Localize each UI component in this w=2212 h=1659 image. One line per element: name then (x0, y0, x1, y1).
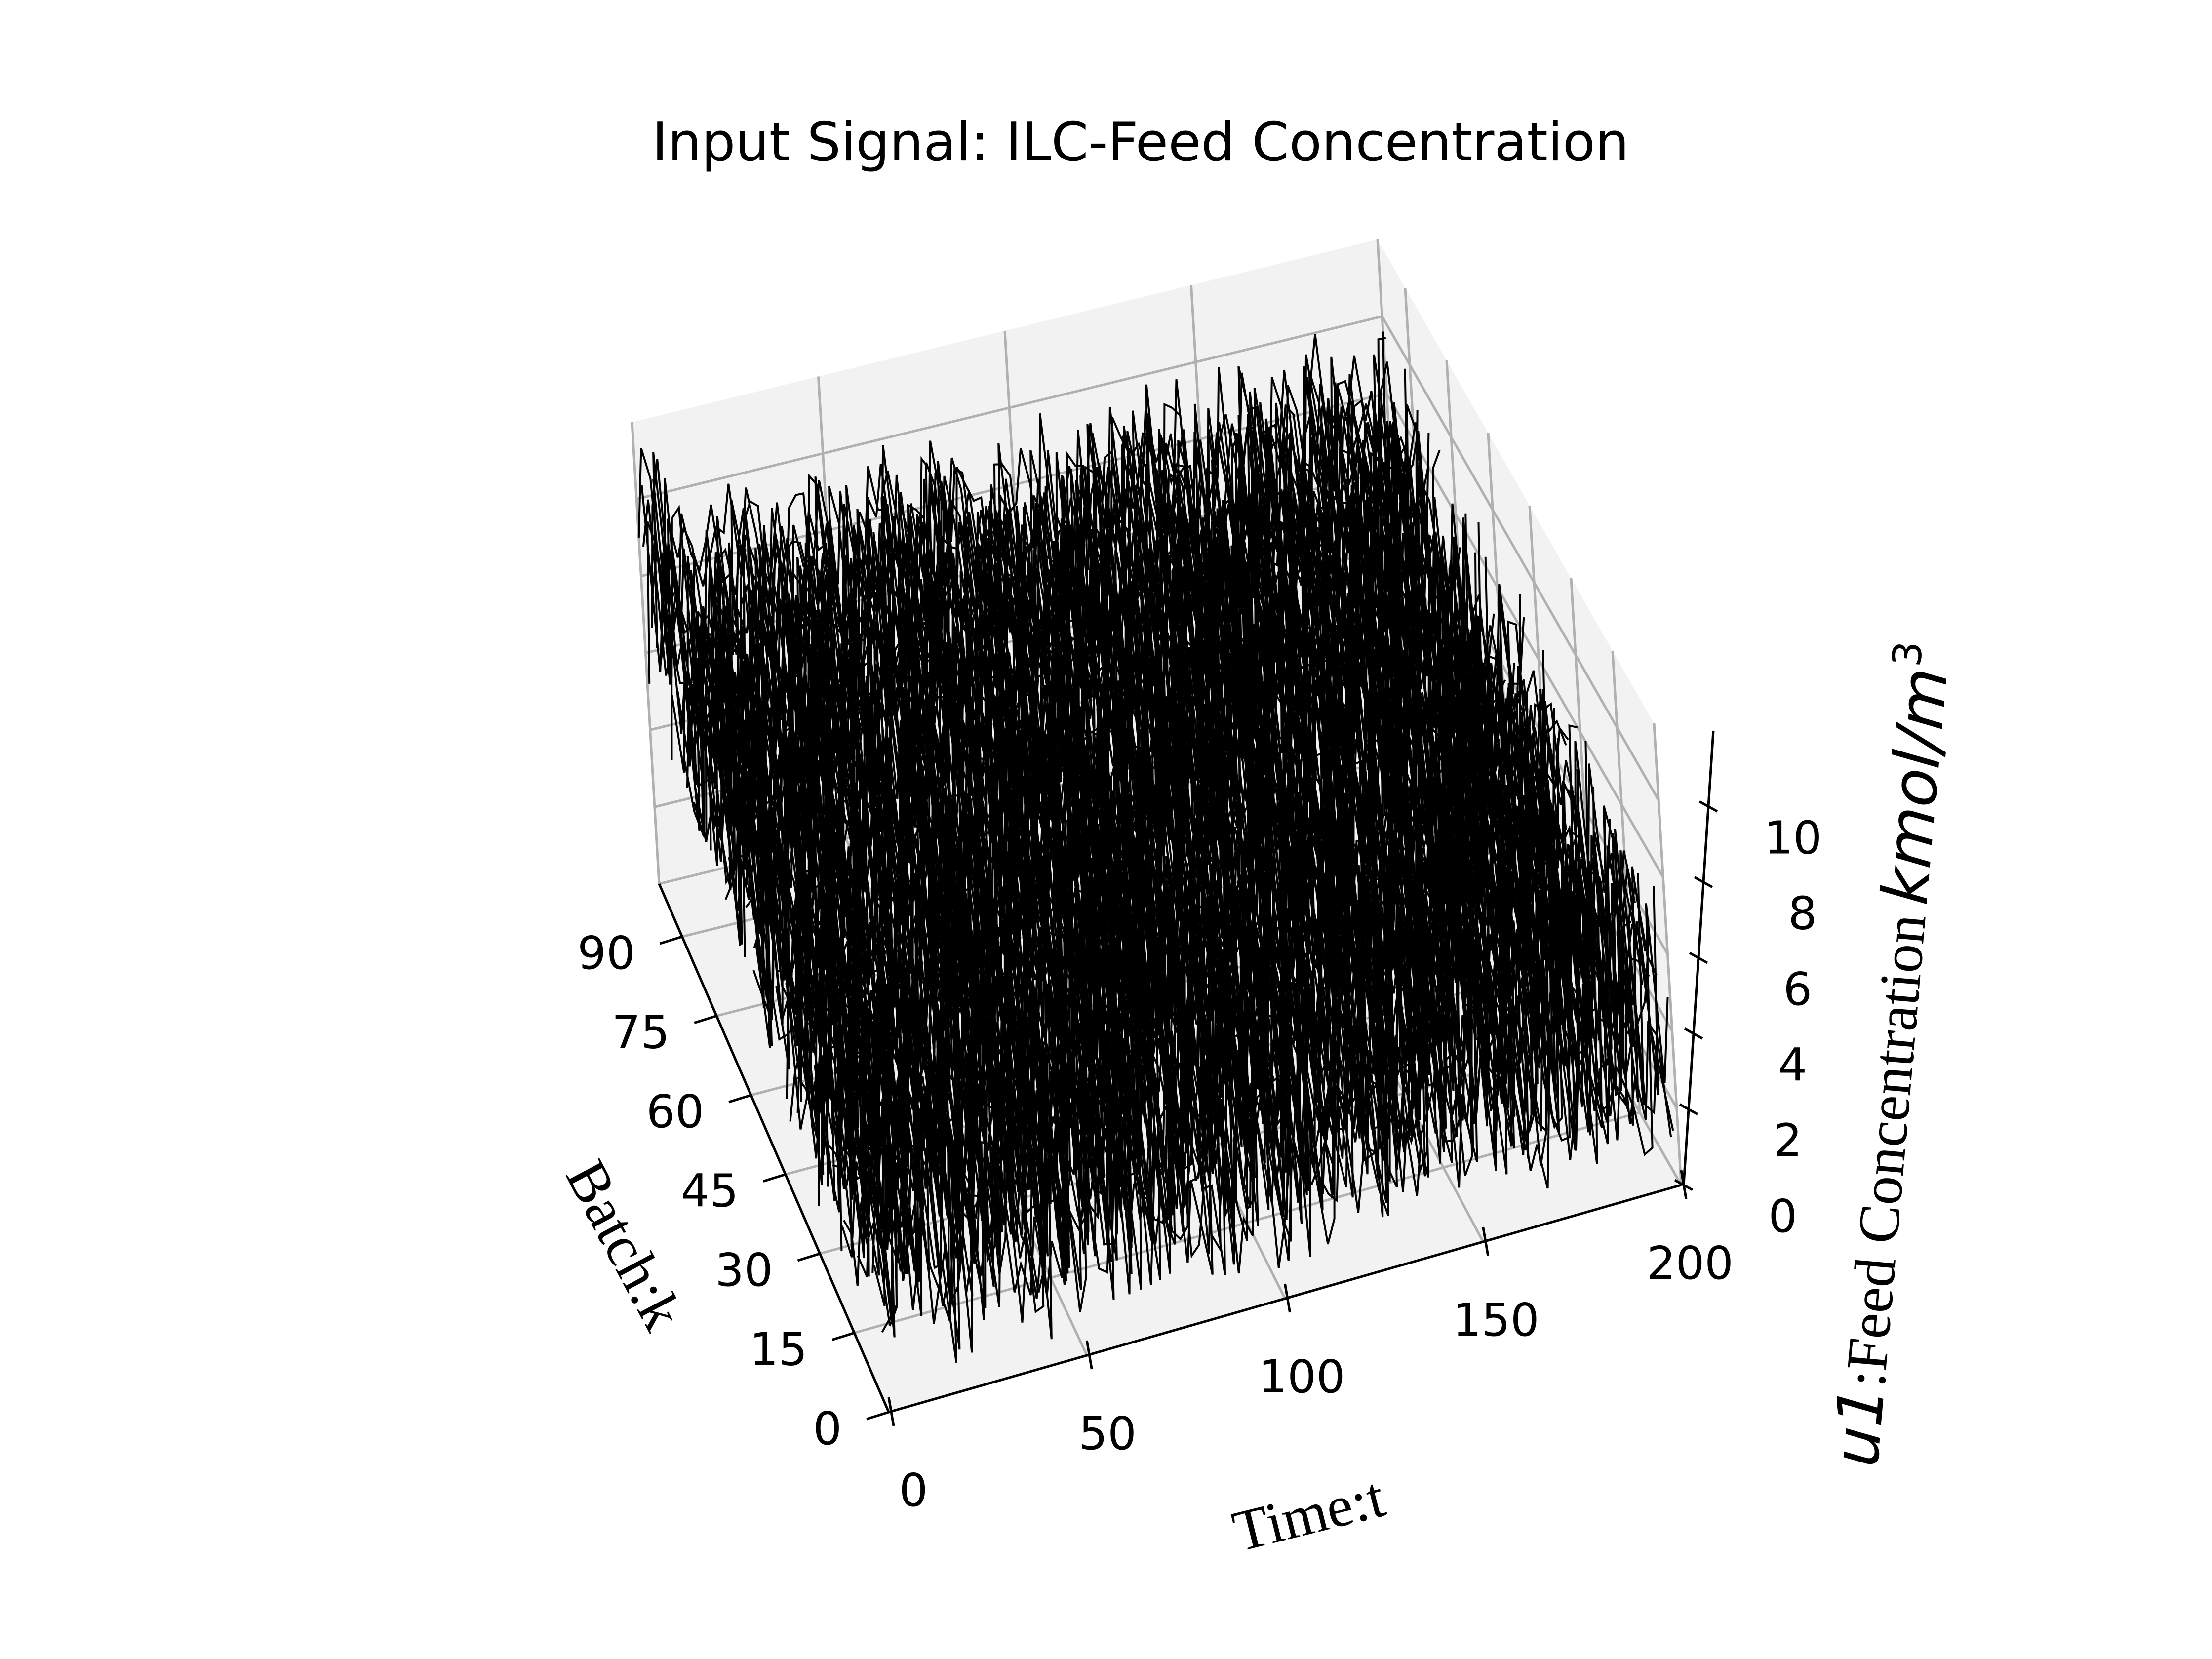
series-line-batch-5 (863, 885, 1658, 1327)
z-tick (1698, 800, 1718, 813)
x-tick-label: 100 (1259, 1350, 1345, 1403)
y-tick-label: 30 (715, 1244, 773, 1297)
z-tick (1674, 1179, 1694, 1191)
series-line-batch-3 (873, 908, 1672, 1350)
chart-title: Input Signal: ILC-Feed Concentration (652, 112, 1629, 173)
y-axis-line (658, 883, 890, 1413)
y-tick-label: 15 (750, 1323, 807, 1376)
z-axis-label-superscript: 3 (1884, 639, 1932, 669)
y-tick (866, 1411, 889, 1421)
x-tick (887, 1397, 895, 1426)
y-tick-label: 75 (612, 1006, 670, 1059)
z-axis-label-unit: kmol/m (1868, 665, 1962, 908)
series-line-batch-1 (881, 903, 1669, 1363)
z-tick (1694, 876, 1713, 888)
z-tick (1684, 1027, 1703, 1040)
z-axis-label: u1:Feed Concentrationkmol/m3 (1814, 639, 1965, 1470)
z-tick (1679, 1103, 1698, 1115)
y-tick (797, 1252, 821, 1262)
y-tick (694, 1015, 717, 1024)
z-tick-label: 10 (1764, 811, 1822, 864)
y-tick (728, 1094, 751, 1104)
y-tick (831, 1332, 855, 1341)
y-axis-label: Batch:k (553, 1150, 696, 1341)
y-tick-label: 0 (813, 1402, 842, 1455)
series-line-batch-54 (753, 598, 1524, 1021)
x-tick (1085, 1340, 1093, 1370)
z-tick-label: 0 (1768, 1190, 1797, 1243)
z-tick-label: 6 (1783, 963, 1812, 1016)
y-tick-label: 45 (681, 1165, 739, 1218)
z-axis-label-main: u1 (1819, 1383, 1899, 1470)
x-tick-label: 50 (1079, 1407, 1137, 1460)
y-tick-label: 90 (577, 927, 635, 980)
z-tick (1689, 951, 1708, 964)
x-tick (1284, 1283, 1291, 1313)
y-tick-label: 60 (646, 1085, 704, 1138)
y-tick (659, 935, 683, 945)
z-tick-label: 8 (1788, 887, 1817, 940)
y-tick (763, 1173, 786, 1183)
x-tick-label: 150 (1453, 1294, 1540, 1346)
x-tick-label: 0 (899, 1464, 928, 1517)
x-tick-label: 200 (1647, 1237, 1734, 1290)
x-tick (1482, 1226, 1490, 1256)
x-axis-line (888, 1184, 1682, 1414)
grid-line-z (636, 315, 1660, 801)
series-line-batch-6 (867, 903, 1659, 1320)
z-axis-label-mid: :Feed Concentration (1833, 911, 1938, 1389)
x-axis-label: Time:t (1226, 1464, 1391, 1564)
tick-marks (659, 800, 1718, 1426)
z-tick-label: 4 (1778, 1038, 1807, 1091)
z-tick-label: 2 (1773, 1114, 1802, 1167)
series-line-batch-10 (855, 850, 1645, 1306)
data-series (637, 331, 1674, 1363)
